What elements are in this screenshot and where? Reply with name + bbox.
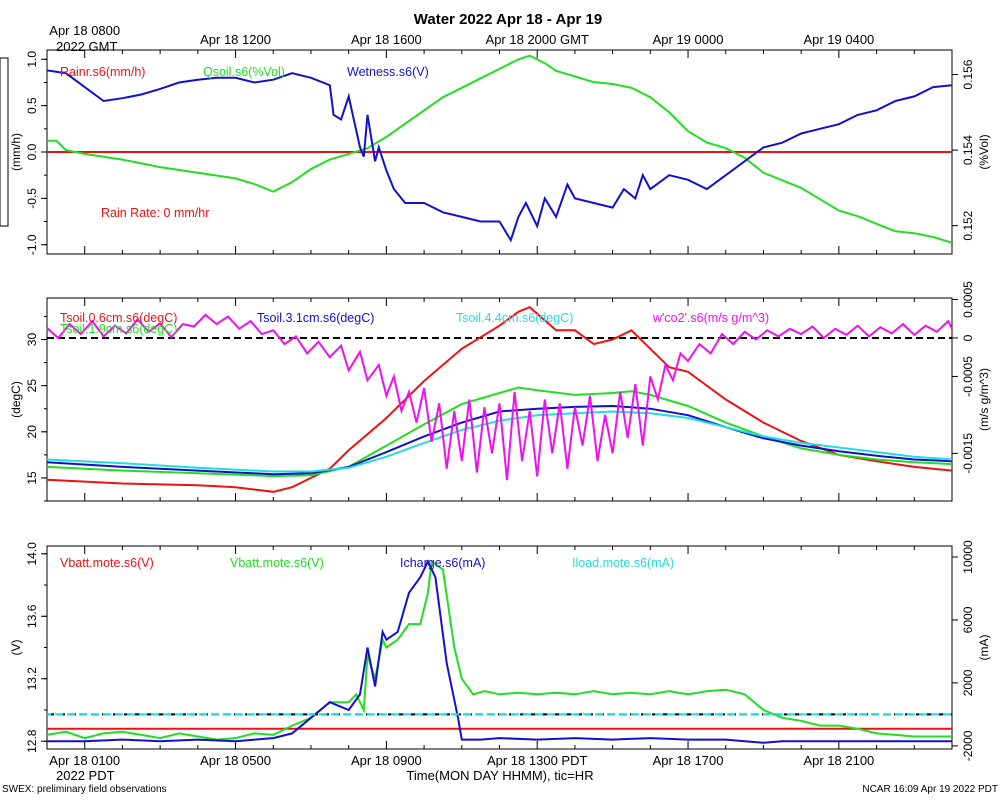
bottom-axis-tick-label: Apr 18 0100 xyxy=(49,753,120,768)
right-tick-label: 0 xyxy=(961,334,975,341)
bottom-axis-tick-label: Apr 18 0900 xyxy=(351,753,422,768)
series-line-1 xyxy=(46,386,953,478)
chart-panels: 1.0 0.5 0.0 -0.5 -1.0 (mm/h) 0.156 0.154 0.152 (%… xyxy=(9,49,991,761)
right-tick-label: -2000 xyxy=(961,730,975,761)
chart-title: Water 2022 Apr 18 - Apr 19 xyxy=(414,11,602,28)
left-tick-label: 20 xyxy=(25,425,39,439)
series-line-4 xyxy=(46,313,953,481)
series-line-3 xyxy=(46,410,953,473)
top-axis-tick-label: Apr 19 0400 xyxy=(803,32,874,47)
legend-label: Tsoil.3.1cm.s6(degC) xyxy=(257,311,374,325)
right-tick-label: 6000 xyxy=(961,606,975,633)
power-panel: 14.0 13.6 13.2 12.8 (V) 10000 6000 2000 -2000 (mA… xyxy=(9,540,991,761)
left-tick-label: 13.6 xyxy=(25,604,39,628)
footer-right-note: NCAR 16:09 Apr 19 2022 PDT xyxy=(862,784,998,795)
bottom-axis-tick-label: Apr 18 1700 xyxy=(653,753,724,768)
left-tick-label: 25 xyxy=(25,379,39,393)
right-axis-label: (mA) xyxy=(977,635,991,661)
series-line-2 xyxy=(47,559,952,744)
top-axis-tick-label: Apr 18 1600 xyxy=(351,32,422,47)
right-tick-label: -0.0015 xyxy=(961,433,975,474)
bottom-axis-tick-label: Apr 18 1300 PDT xyxy=(487,753,588,768)
left-margin-box xyxy=(0,57,9,227)
legend-label: Tsoil.4.4cm.s6(degC) xyxy=(456,311,573,325)
water-panel: 1.0 0.5 0.0 -0.5 -1.0 (mm/h) 0.156 0.154 0.152 (%… xyxy=(9,49,991,255)
right-axis-label: (%Vol) xyxy=(977,134,991,169)
right-tick-label: 10000 xyxy=(961,540,975,574)
top-axis-tick-label: Apr 19 0000 xyxy=(653,32,724,47)
rain-rate-annotation: Rain Rate: 0 mm/hr xyxy=(101,206,209,220)
left-tick-label: -1.0 xyxy=(25,234,39,255)
right-tick-label: 0.154 xyxy=(961,135,975,165)
legend-label: Rainr.s6(mm/h) xyxy=(60,65,145,79)
soil-temperature-panel: 30 25 20 15 (degC) 0.0005 0 -0.0005 -0.0015(m/s … xyxy=(9,281,991,502)
right-tick-label: 0.152 xyxy=(961,210,975,240)
left-tick-label: 0.0 xyxy=(25,143,39,160)
left-tick-label: 1.0 xyxy=(25,51,39,68)
top-axis-tick-label: Apr 18 2000 GMT xyxy=(486,32,589,47)
right-tick-label: 0.156 xyxy=(961,59,975,89)
legend-label: Icharge.s6(mA) xyxy=(400,556,485,570)
right-tick-label: 2000 xyxy=(961,669,975,696)
left-axis-label: (degC) xyxy=(9,381,23,418)
legend-label: Iload.mote.s6(mA) xyxy=(572,556,674,570)
left-tick-label: 30 xyxy=(25,333,39,347)
top-axis-year-label: 2022 GMT xyxy=(56,39,117,54)
left-tick-label: 12.8 xyxy=(25,729,39,753)
bottom-axis-year-label: 2022 PDT xyxy=(56,768,115,783)
plot-frame xyxy=(46,545,953,750)
right-tick-label: -0.0005 xyxy=(961,356,975,397)
series-line-1 xyxy=(46,559,952,741)
x-axis-label: Time(MON DAY HHMM), tic=HR xyxy=(406,768,593,783)
top-axis-tick-label: Apr 18 0800 xyxy=(49,23,120,38)
left-axis-label: (V) xyxy=(9,640,23,656)
series-line-1 xyxy=(47,54,953,244)
left-axis-label: (mm/h) xyxy=(9,133,23,171)
series-line-2 xyxy=(46,404,953,476)
top-axis-tick-label: Apr 18 1200 xyxy=(200,32,271,47)
legend-label: Wetness.s6(V) xyxy=(347,65,429,79)
series-line-2 xyxy=(46,69,953,243)
left-tick-label: 15 xyxy=(25,471,39,485)
legend-label: Tsoil.0.6cm.s6(degC) xyxy=(60,311,177,325)
bottom-axis-tick-label: Apr 18 0500 xyxy=(200,753,271,768)
legend-label: Vbatt.mote.s6(V) xyxy=(230,556,324,570)
legend-label: w'co2'.s6(m/s g/m^3) xyxy=(652,311,769,325)
right-axis-label: (m/s g/m^3) xyxy=(977,368,991,431)
left-tick-label: 0.5 xyxy=(25,97,39,114)
left-tick-label: -0.5 xyxy=(25,188,39,209)
legend-label: Vbatt.mote.s6(V) xyxy=(60,556,154,570)
left-tick-label: 13.2 xyxy=(25,667,39,691)
bottom-axis-tick-label: Apr 18 2100 xyxy=(803,753,874,768)
footer-left-note: SWEX: preliminary field observations xyxy=(2,784,167,795)
legend-label: Qsoil.s6(%Vol) xyxy=(203,65,285,79)
legend-label: Tsoil.1.9cm.s6(degC) xyxy=(60,322,177,336)
left-tick-label: 14.0 xyxy=(25,542,39,566)
right-tick-label: 0.0005 xyxy=(961,281,975,318)
series-line-0 xyxy=(46,306,953,493)
